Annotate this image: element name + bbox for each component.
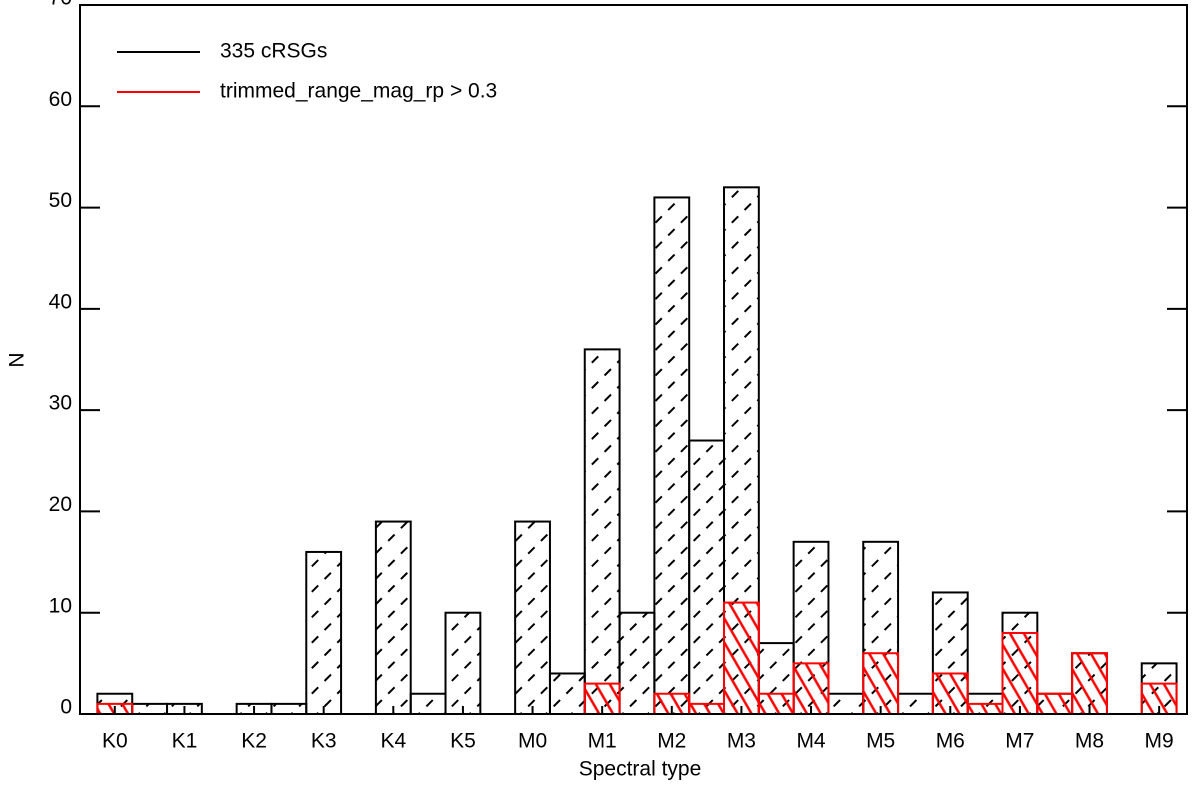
bar [514, 520, 551, 715]
bar [653, 196, 691, 715]
bar [862, 652, 900, 716]
bar [966, 702, 1004, 715]
y-tick-label: 10 [49, 594, 72, 617]
bar [1071, 652, 1108, 716]
bar [1036, 692, 1074, 716]
x-tick-label: K0 [102, 730, 128, 753]
bar [305, 550, 343, 716]
bar [688, 702, 726, 715]
x-tick-label: M5 [866, 730, 895, 753]
legend-label: 335 cRSGs [220, 40, 327, 63]
bar [618, 611, 656, 716]
bar [723, 601, 760, 715]
bar [931, 672, 969, 716]
bar [1001, 631, 1039, 716]
x-tick-label: K2 [241, 730, 267, 753]
y-tick-label: 0 [60, 696, 72, 719]
bar [409, 692, 447, 716]
x-tick-label: K1 [172, 730, 198, 753]
y-tick-label: 40 [49, 290, 72, 313]
y-tick-label: 70 [49, 0, 72, 10]
bar [131, 702, 169, 715]
bar [688, 439, 726, 715]
legend-label: trimmed_range_mag_rp > 0.3 [220, 80, 497, 103]
x-tick-label: M2 [657, 730, 686, 753]
bar [757, 692, 795, 716]
x-axis-label: Spectral type [579, 758, 702, 781]
x-tick-label: M9 [1145, 730, 1174, 753]
x-tick-label: K3 [311, 730, 337, 753]
x-tick-label: M4 [796, 730, 825, 753]
x-tick-label: M7 [1005, 730, 1034, 753]
bar [827, 692, 865, 716]
x-tick-label: M0 [518, 730, 547, 753]
y-tick-label: 30 [49, 392, 72, 415]
y-tick-label: 20 [49, 493, 72, 516]
bar [444, 611, 482, 716]
y-tick-label: 50 [49, 189, 72, 212]
x-tick-label: K5 [450, 730, 476, 753]
bar [374, 520, 412, 715]
x-tick-label: M1 [588, 730, 617, 753]
x-tick-label: M8 [1075, 730, 1104, 753]
bar [583, 348, 621, 715]
plot-frame [79, 4, 1188, 715]
bar [897, 692, 934, 716]
x-tick-label: M6 [936, 730, 965, 753]
x-tick-label: K4 [380, 730, 406, 753]
y-axis-label: N [6, 352, 29, 367]
y-tick-label: 60 [49, 88, 72, 111]
x-tick-label: M3 [727, 730, 756, 753]
bar [270, 702, 308, 715]
bar [548, 672, 586, 716]
